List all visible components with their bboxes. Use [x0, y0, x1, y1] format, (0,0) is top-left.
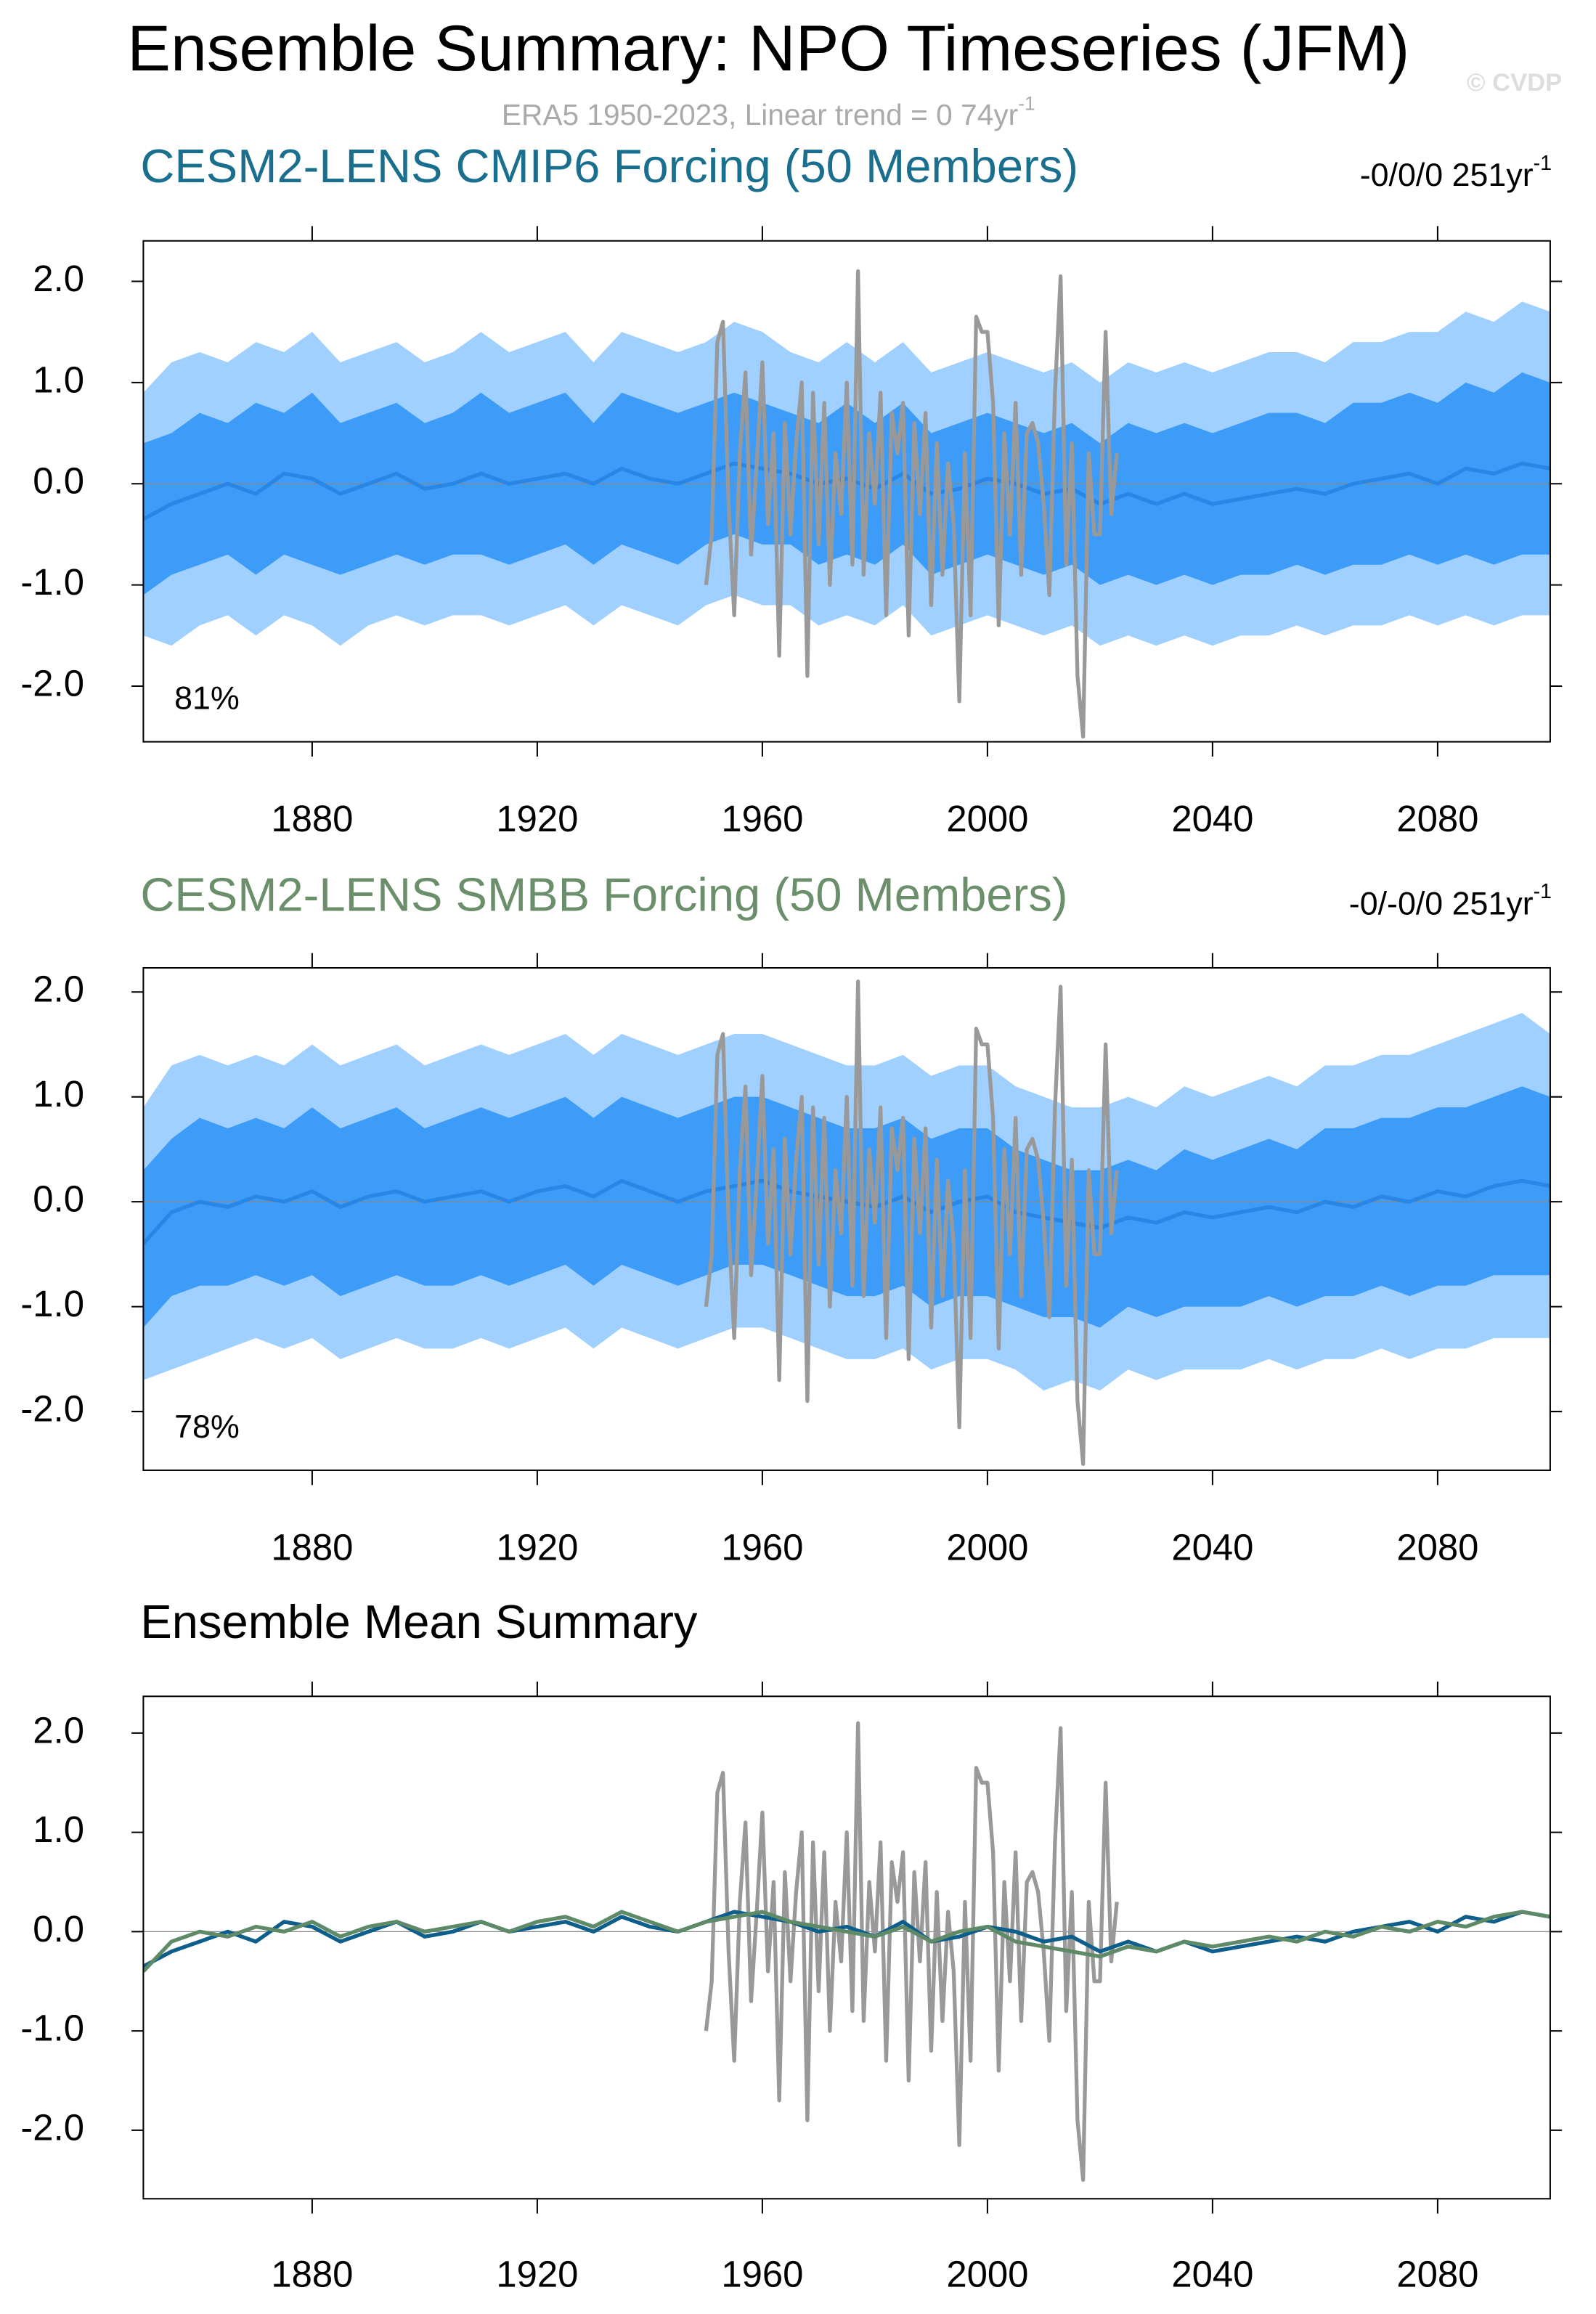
credit: © CVDP	[1467, 69, 1562, 97]
x-tick-label: 2080	[1396, 798, 1478, 839]
trend-annotation: -0/0/0 251yr-1	[1360, 151, 1552, 193]
series-line	[143, 1910, 1550, 1973]
series-line	[143, 461, 1550, 521]
trend-text: -0/-0/0 251yr	[1349, 885, 1534, 921]
page-title: Ensemble Summary: NPO Timeseries (JFM)	[127, 12, 1409, 84]
x-tick-label: 2040	[1171, 2254, 1253, 2295]
panel-title: Ensemble Mean Summary	[140, 1595, 698, 1648]
x-tick-label: 1920	[496, 1526, 578, 1568]
y-tick-label: -2.0	[20, 2106, 84, 2148]
y-tick-label: 2.0	[33, 258, 84, 299]
x-tick-label: 2040	[1171, 798, 1253, 839]
series-line	[704, 979, 1119, 1466]
x-tick-label: 1920	[496, 798, 578, 839]
plot-area	[143, 1721, 1550, 2182]
trend-superscript: -1	[1534, 151, 1552, 174]
y-tick-label: -1.0	[20, 2008, 84, 2049]
panel-title: CESM2-LENS CMIP6 Forcing (50 Members)	[140, 139, 1078, 192]
series-line	[704, 1721, 1119, 2182]
x-tick-label: 2040	[1171, 1526, 1253, 1568]
x-tick-label: 1920	[496, 2254, 578, 2295]
series-line	[143, 1178, 1550, 1245]
series-line	[143, 1910, 1550, 1968]
subtitle-superscript: -1	[1018, 92, 1035, 114]
x-tick-label: 2000	[946, 1526, 1028, 1568]
trend-text: -0/0/0 251yr	[1360, 157, 1534, 193]
series-line	[704, 269, 1119, 739]
y-tick-label: 0.0	[33, 1908, 84, 1950]
x-tick-label: 2000	[946, 798, 1028, 839]
x-tick-label: 1880	[271, 798, 353, 839]
trend-superscript: -1	[1534, 880, 1552, 903]
y-tick-label: 1.0	[33, 1809, 84, 1850]
y-tick-label: 0.0	[33, 460, 84, 502]
plot-area	[143, 979, 1550, 1466]
plot-frame	[142, 1695, 1551, 2200]
y-tick-label: 1.0	[33, 359, 84, 400]
y-tick-label: -2.0	[20, 662, 84, 704]
subtitle: ERA5 1950-2023, Linear trend = 0 74yr-1	[502, 92, 1035, 131]
y-tick-label: -1.0	[20, 561, 84, 603]
x-tick-label: 1960	[721, 798, 803, 839]
subtitle-text: ERA5 1950-2023, Linear trend = 0 74yr	[502, 98, 1018, 131]
y-tick-label: -2.0	[20, 1388, 84, 1429]
y-tick-label: 2.0	[33, 969, 84, 1010]
percent-label: 81%	[174, 680, 240, 716]
y-tick-label: 0.0	[33, 1178, 84, 1220]
y-tick-label: 1.0	[33, 1073, 84, 1115]
x-tick-label: 1960	[721, 2254, 803, 2295]
spread-band	[143, 1086, 1550, 1328]
plot-area	[143, 269, 1550, 739]
trend-annotation: -0/-0/0 251yr-1	[1349, 880, 1552, 922]
y-tick-label: -1.0	[20, 1283, 84, 1324]
x-tick-label: 1880	[271, 2254, 353, 2295]
x-tick-label: 2080	[1396, 1526, 1478, 1568]
x-tick-label: 1880	[271, 1526, 353, 1568]
plot-frame	[142, 240, 1551, 743]
x-tick-label: 2080	[1396, 2254, 1478, 2295]
x-tick-label: 2000	[946, 2254, 1028, 2295]
percent-label: 78%	[174, 1409, 240, 1445]
panel-title: CESM2-LENS SMBB Forcing (50 Members)	[140, 868, 1067, 921]
y-tick-label: 2.0	[33, 1709, 84, 1751]
x-tick-label: 1960	[721, 1526, 803, 1568]
plot-frame	[142, 966, 1551, 1471]
